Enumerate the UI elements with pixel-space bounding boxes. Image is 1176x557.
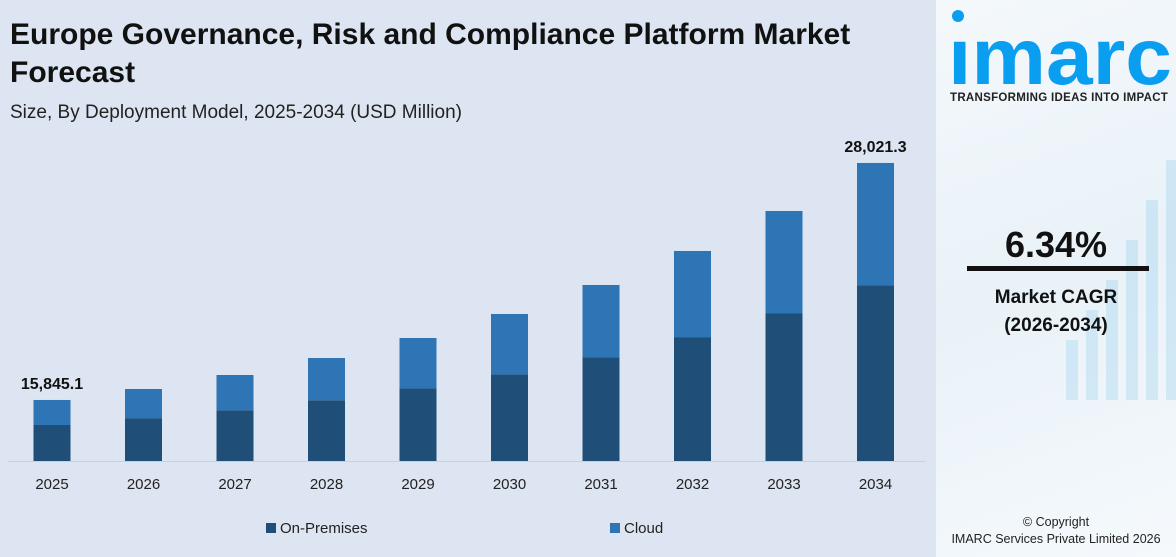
x-tick-label: 2028 xyxy=(310,476,343,493)
bar-cloud-2029 xyxy=(399,338,437,389)
svg-text:ımarc: ımarc xyxy=(948,12,1172,88)
data-label-2034: 28,021.3 xyxy=(844,139,906,156)
bar-on-premises-2032 xyxy=(674,337,711,461)
x-tick-label: 2029 xyxy=(401,476,434,493)
data-label-2025: 15,845.1 xyxy=(21,376,83,393)
bar-cloud-2027 xyxy=(216,375,254,411)
company-name: IMARC Services Private Limited 2026 xyxy=(951,532,1161,546)
cagr-label-text: Market CAGR xyxy=(994,287,1118,308)
info-sidebar: ımarc TRANSFORMING IDEAS INTO IMPACT 6.3… xyxy=(936,0,1176,557)
stacked-bar-chart: 2025 15,845.1 2026 2027 2028 2029 2030 2031 2032… xyxy=(8,139,925,537)
bar-cloud-2028 xyxy=(308,358,345,401)
bar-on-premises-2033 xyxy=(765,313,803,461)
cagr-label: Market CAGR (2026-2034) xyxy=(936,284,1176,340)
bar-on-premises-2034 xyxy=(857,285,894,461)
bar-on-premises-2027 xyxy=(216,410,254,461)
bar-on-premises-2029 xyxy=(399,388,437,461)
tagline: TRANSFORMING IDEAS INTO IMPACT xyxy=(950,92,1169,104)
x-tick-label: 2031 xyxy=(584,476,617,493)
bar-cloud-2031 xyxy=(582,284,620,358)
bar-cloud-2030 xyxy=(491,314,528,375)
legend-label-cloud: Cloud xyxy=(624,520,663,537)
copyright-text: © Copyright xyxy=(1022,515,1090,529)
bar-cloud-2032 xyxy=(674,250,711,338)
bar-on-premises-2030 xyxy=(491,374,528,461)
x-tick-label: 2032 xyxy=(676,476,709,493)
x-tick-label: 2027 xyxy=(218,476,251,493)
chart-title: Europe Governance, Risk and Compliance P… xyxy=(10,18,851,89)
legend-label-on-premises: On-Premises xyxy=(280,520,368,537)
bar-cloud-2034 xyxy=(857,162,894,286)
bar-on-premises-2026 xyxy=(125,418,162,461)
bar-cloud-2025 xyxy=(33,399,71,425)
copyright: © Copyright IMARC Services Private Limit… xyxy=(936,514,1176,548)
bar-cloud-2026 xyxy=(125,388,162,419)
bar-on-premises-2025 xyxy=(33,424,71,461)
legend-swatch-cloud xyxy=(610,523,620,533)
x-tick-label: 2026 xyxy=(127,476,160,493)
bar-on-premises-2028 xyxy=(308,400,345,461)
divider xyxy=(967,266,1149,271)
imarc-logo: ımarc xyxy=(948,10,1172,88)
bar-cloud-2033 xyxy=(765,210,803,314)
chart-subtitle: Size, By Deployment Model, 2025-2034 (US… xyxy=(10,102,462,123)
x-tick-label: 2025 xyxy=(35,476,68,493)
x-tick-label: 2033 xyxy=(767,476,800,493)
x-tick-label: 2034 xyxy=(859,476,892,493)
cagr-period: (2026-2034) xyxy=(1004,315,1108,336)
bar-on-premises-2031 xyxy=(582,357,620,461)
background-chart-decoration xyxy=(1066,160,1176,400)
x-tick-label: 2030 xyxy=(493,476,526,493)
legend-swatch-on-premises xyxy=(266,523,276,533)
cagr-value: 6.34% xyxy=(1004,224,1108,265)
chart-panel: Europe Governance, Risk and Compliance P… xyxy=(8,18,925,537)
